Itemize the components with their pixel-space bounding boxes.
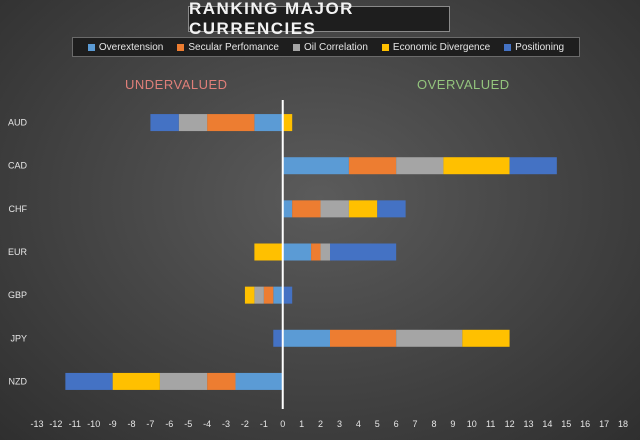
bar-gbp-overextension bbox=[273, 286, 283, 304]
x-tick-label: -1 bbox=[260, 419, 268, 429]
x-tick-label: -10 bbox=[87, 419, 100, 429]
x-tick-label: 10 bbox=[467, 419, 477, 429]
legend-item-positioning: Positioning bbox=[504, 42, 564, 53]
x-tick-label: -13 bbox=[30, 419, 43, 429]
category-label-jpy: JPY bbox=[10, 333, 27, 343]
bar-aud-positioning bbox=[150, 114, 179, 132]
x-tick-label: 7 bbox=[413, 419, 418, 429]
bar-eur-oil-correlation bbox=[320, 243, 330, 261]
undervalued-label: UNDERVALUED bbox=[125, 77, 228, 92]
x-tick-label: -6 bbox=[165, 419, 173, 429]
x-tick-label: 0 bbox=[280, 419, 285, 429]
x-tick-label: 6 bbox=[394, 419, 399, 429]
chart-legend: Overextension Secular Perfomance Oil Cor… bbox=[72, 37, 580, 57]
legend-item-secular-performance: Secular Perfomance bbox=[177, 42, 279, 53]
bar-eur-secular-perfomance bbox=[311, 243, 321, 261]
x-tick-label: 1 bbox=[299, 419, 304, 429]
category-label-chf: CHF bbox=[9, 204, 28, 214]
bar-gbp-secular-perfomance bbox=[263, 286, 274, 304]
legend-item-economic-divergence: Economic Divergence bbox=[381, 41, 491, 53]
bar-cad-positioning bbox=[509, 157, 557, 175]
x-tick-label: -11 bbox=[69, 419, 81, 429]
x-tick-label: 9 bbox=[450, 419, 455, 429]
x-tick-label: 4 bbox=[356, 419, 361, 429]
x-tick-label: 13 bbox=[523, 419, 533, 429]
x-tick-label: -5 bbox=[184, 419, 192, 429]
bar-eur-economic-divergence bbox=[254, 243, 283, 261]
legend-swatch-overextension bbox=[87, 43, 95, 51]
legend-label-secular-performance: Secular Perfomance bbox=[188, 41, 279, 53]
x-tick-label: 15 bbox=[561, 419, 571, 429]
legend-item-oil-correlation: Oil Correlation bbox=[292, 41, 368, 53]
x-tick-label: 12 bbox=[505, 419, 515, 429]
legend-label-economic-divergence: Economic Divergence bbox=[392, 41, 491, 53]
bar-cad-secular-perfomance bbox=[348, 157, 397, 175]
bar-nzd-positioning bbox=[65, 372, 113, 390]
category-label-aud: AUD bbox=[8, 118, 28, 128]
bar-aud-overextension bbox=[254, 114, 283, 132]
bar-nzd-secular-perfomance bbox=[207, 372, 236, 390]
bar-chf-economic-divergence bbox=[348, 200, 378, 218]
legend-item-overextension: Overextension bbox=[87, 41, 164, 53]
x-tick-label: 5 bbox=[375, 419, 380, 429]
legend-swatch-positioning bbox=[504, 43, 512, 51]
x-tick-label: 16 bbox=[580, 419, 590, 429]
x-tick-label: -12 bbox=[49, 419, 62, 429]
legend-swatch-oil-correlation bbox=[292, 43, 300, 51]
legend-label-overextension: Overextension bbox=[98, 41, 164, 53]
x-tick-label: -7 bbox=[146, 419, 154, 429]
bar-cad-oil-correlation bbox=[396, 157, 444, 175]
x-tick-label: 2 bbox=[318, 419, 323, 429]
bar-jpy-overextension bbox=[282, 329, 330, 347]
bar-chf-secular-perfomance bbox=[292, 200, 321, 218]
bar-nzd-oil-correlation bbox=[159, 372, 208, 390]
x-tick-label: 18 bbox=[618, 419, 628, 429]
bar-eur-positioning bbox=[330, 243, 397, 261]
category-label-gbp: GBP bbox=[8, 290, 27, 300]
legend-label-oil-correlation: Oil Correlation bbox=[303, 41, 368, 53]
bar-aud-oil-correlation bbox=[178, 114, 208, 132]
bar-gbp-economic-divergence bbox=[244, 286, 255, 304]
x-tick-label: 3 bbox=[337, 419, 342, 429]
bar-jpy-oil-correlation bbox=[396, 329, 463, 347]
bar-chf-overextension bbox=[282, 200, 293, 218]
category-label-eur: EUR bbox=[8, 247, 28, 257]
x-tick-label: -3 bbox=[222, 419, 230, 429]
bar-jpy-positioning bbox=[273, 329, 283, 347]
bar-gbp-positioning bbox=[282, 286, 293, 304]
x-tick-label: -8 bbox=[128, 419, 136, 429]
bar-nzd-economic-divergence bbox=[112, 372, 160, 390]
x-tick-label: 14 bbox=[542, 419, 552, 429]
bar-nzd-overextension bbox=[235, 372, 283, 390]
category-label-cad: CAD bbox=[8, 161, 28, 171]
bar-jpy-secular-perfomance bbox=[330, 329, 397, 347]
overvalued-label: OVERVALUED bbox=[417, 77, 510, 92]
bar-eur-overextension bbox=[282, 243, 312, 261]
legend-swatch-economic-divergence bbox=[381, 43, 389, 51]
bar-gbp-oil-correlation bbox=[254, 286, 264, 304]
bar-chf-oil-correlation bbox=[320, 200, 349, 218]
bar-jpy-economic-divergence bbox=[462, 329, 510, 347]
x-tick-label: 8 bbox=[431, 419, 436, 429]
legend-label-positioning: Positioning bbox=[515, 41, 565, 53]
bar-aud-economic-divergence bbox=[282, 114, 293, 132]
x-tick-label: 17 bbox=[599, 419, 609, 429]
category-label-nzd: NZD bbox=[9, 376, 28, 386]
x-tick-label: -9 bbox=[109, 419, 117, 429]
x-tick-label: -2 bbox=[241, 419, 249, 429]
bar-cad-economic-divergence bbox=[443, 157, 510, 175]
bar-aud-secular-perfomance bbox=[207, 114, 255, 132]
legend-swatch-secular-performance bbox=[177, 43, 185, 51]
x-tick-label: 11 bbox=[486, 419, 495, 429]
x-tick-label: -4 bbox=[203, 419, 211, 429]
bar-cad-overextension bbox=[282, 157, 349, 175]
bar-chf-positioning bbox=[377, 200, 406, 218]
